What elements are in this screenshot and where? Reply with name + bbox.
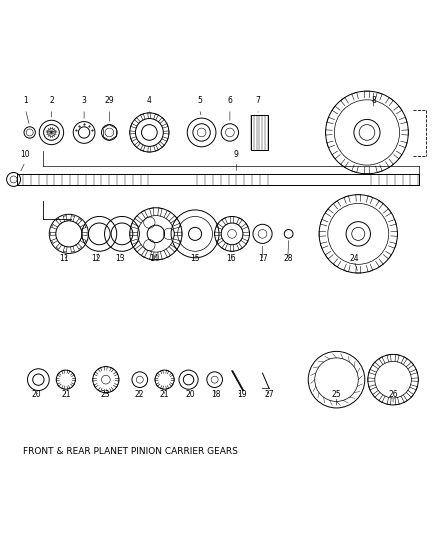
Text: 15: 15 xyxy=(190,254,200,263)
Text: 22: 22 xyxy=(134,390,144,399)
Text: 27: 27 xyxy=(264,390,274,399)
Text: 9: 9 xyxy=(234,150,239,158)
Text: 14: 14 xyxy=(149,254,159,263)
Text: 19: 19 xyxy=(237,390,247,399)
Text: 29: 29 xyxy=(105,96,114,106)
Text: FRONT & REAR PLANET PINION CARRIER GEARS: FRONT & REAR PLANET PINION CARRIER GEARS xyxy=(23,447,238,456)
Text: 17: 17 xyxy=(258,254,267,263)
Text: 1: 1 xyxy=(23,96,28,106)
Text: 23: 23 xyxy=(100,390,110,399)
Text: 26: 26 xyxy=(388,390,398,399)
Text: 12: 12 xyxy=(92,254,101,263)
Text: 20: 20 xyxy=(186,390,195,399)
Text: 18: 18 xyxy=(211,390,220,399)
Text: 5: 5 xyxy=(197,96,202,106)
Text: 21: 21 xyxy=(160,390,170,399)
Text: 21: 21 xyxy=(61,390,71,399)
Text: 4: 4 xyxy=(147,96,152,106)
Text: 6: 6 xyxy=(227,96,232,106)
Text: 10: 10 xyxy=(21,150,30,158)
Text: 13: 13 xyxy=(115,254,124,263)
Text: 11: 11 xyxy=(59,254,68,263)
Text: 3: 3 xyxy=(81,96,87,106)
Text: 8: 8 xyxy=(371,96,376,106)
Text: 16: 16 xyxy=(226,254,236,263)
Text: 28: 28 xyxy=(283,254,293,263)
Bar xyxy=(251,115,268,150)
Text: 20: 20 xyxy=(32,390,41,399)
Text: 24: 24 xyxy=(349,254,359,263)
Text: 7: 7 xyxy=(256,96,261,106)
Text: 2: 2 xyxy=(49,96,54,106)
Text: 25: 25 xyxy=(332,390,341,399)
